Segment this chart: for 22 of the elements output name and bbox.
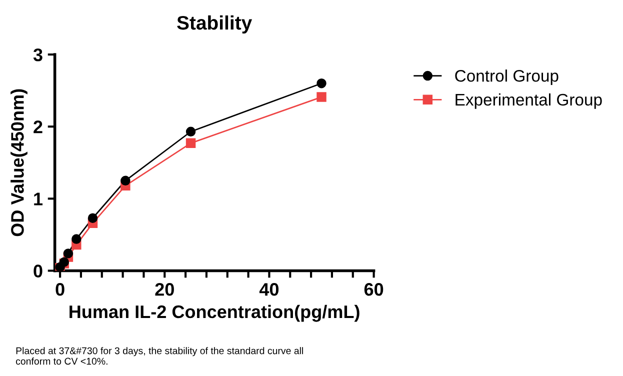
y-tick-label: 0 (34, 264, 42, 278)
x-tick-label: 20 (155, 283, 174, 296)
point (88, 213, 98, 223)
legend-label: Experimental Group (456, 93, 602, 109)
point (186, 126, 196, 136)
point (72, 234, 82, 244)
point (316, 92, 326, 102)
text: Placed at 37&#730 for 3 days, the stability of the standard curve all conform to CV <10%. (16, 347, 303, 365)
y-tick-label: 3 (33, 48, 42, 62)
point (120, 176, 130, 186)
point (316, 78, 326, 88)
point (63, 248, 74, 258)
y-tick-label: 1 (34, 192, 43, 206)
x-tick-label: 60 (364, 283, 384, 296)
chart-title: Stability (177, 15, 252, 34)
y-axis-title: OD Value(450nm) (10, 89, 28, 236)
x-axis-title: Human IL-2 Concentration(pg/mL) (70, 304, 360, 322)
x-tick-label: 40 (259, 283, 279, 296)
point (186, 138, 196, 148)
y-tick-label: 2 (34, 120, 42, 134)
legend-label: Control Group (455, 70, 558, 86)
x-tick-label: 0 (56, 283, 64, 296)
